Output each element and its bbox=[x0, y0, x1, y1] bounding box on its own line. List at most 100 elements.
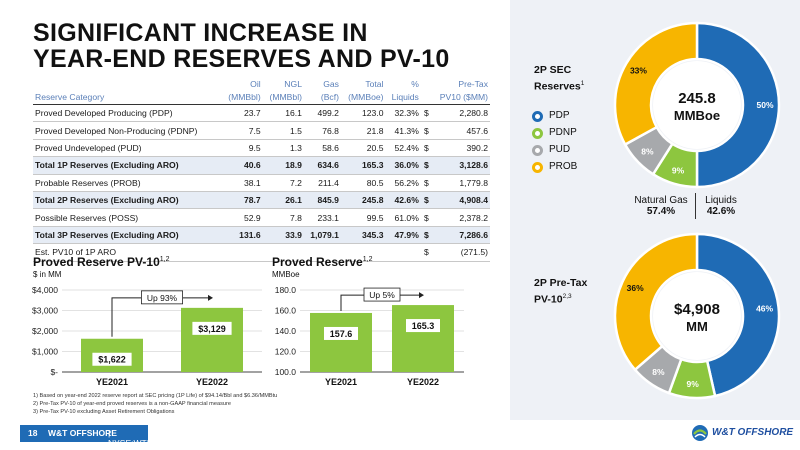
donut-center-value: 245.8 bbox=[678, 90, 716, 107]
table-cell: 390.2 bbox=[430, 139, 490, 158]
slice-percent-label: 8% bbox=[641, 147, 654, 157]
row-label: Total 3P Reserves (Excluding ARO) bbox=[33, 226, 222, 245]
table-cell: 32.3% bbox=[385, 104, 421, 123]
callout-label: Up 5% bbox=[369, 290, 395, 300]
table-cell: 61.0% bbox=[385, 208, 421, 227]
pretax-pv10-label: 2P Pre-Tax PV-102,3 bbox=[534, 277, 587, 307]
table-row: Est. PV10 of 1P ARO $ (271.5) bbox=[33, 243, 490, 262]
row-label: Proved Undeveloped (PUD) bbox=[33, 139, 222, 158]
table-cell: 38.1 bbox=[221, 174, 263, 192]
table-header: Gas bbox=[323, 79, 339, 89]
liquids-value: 42.6% bbox=[706, 206, 736, 217]
table-header: Liquids bbox=[385, 90, 421, 105]
table-header: (MMBbl) bbox=[262, 90, 304, 105]
pretax-pv10-label-line-2: PV-10 bbox=[534, 293, 563, 306]
table-row: Proved Undeveloped (PUD) 9.5 1.3 58.6 20.5 52… bbox=[33, 139, 490, 158]
donut-center bbox=[653, 61, 741, 149]
table-cell: 3,128.6 bbox=[430, 156, 490, 175]
footer-ticker: | NYSE:WTI bbox=[108, 428, 150, 448]
table-cell: 23.7 bbox=[221, 104, 263, 123]
callout-box bbox=[363, 287, 401, 302]
table-cell: 9.5 bbox=[221, 139, 263, 158]
legend-dot-pud bbox=[532, 145, 543, 156]
pretax-pv10-label-sup: 2,3 bbox=[562, 293, 572, 300]
legend-label-pdp: PDP bbox=[549, 110, 570, 121]
table-cell: 1,079.1 bbox=[303, 226, 341, 245]
slice-percent-label: 36% bbox=[627, 283, 644, 293]
table-cell: 76.8 bbox=[303, 121, 341, 140]
table-header: NGL bbox=[284, 79, 302, 89]
table-cell: 47.9% bbox=[385, 226, 421, 245]
table-header: Pre-Tax bbox=[458, 79, 488, 89]
table-row: Possible Reserves (POSS) 52.9 7.8 233.1 99.5… bbox=[33, 208, 490, 227]
table-cell: $ bbox=[420, 121, 431, 140]
slice-percent-label: 33% bbox=[630, 65, 647, 75]
table-cell: 7.5 bbox=[221, 121, 263, 140]
table-cell: 56.2% bbox=[385, 174, 421, 192]
table-header-row-2: Reserve Category (MMBbl) (MMBbl) (Bcf) (… bbox=[33, 90, 490, 105]
table-cell: 123.0 bbox=[340, 104, 386, 123]
legend-label-prob: PROB bbox=[549, 161, 578, 172]
table-cell: 20.5 bbox=[340, 139, 386, 158]
sec-reserves-label-sup: 1 bbox=[580, 80, 585, 87]
footnote-2: 2) Pre-Tax PV-10 of year-end proved rese… bbox=[33, 401, 231, 407]
bar-value-label: $1,622 bbox=[98, 355, 126, 365]
donut-center bbox=[653, 272, 741, 360]
company-logo-icon bbox=[692, 425, 708, 441]
footer-company: W&T OFFSHORE bbox=[48, 428, 117, 438]
x-category-label: YE2022 bbox=[407, 377, 439, 387]
row-label: Proved Developed Producing (PDP) bbox=[33, 104, 222, 123]
donut-slice bbox=[613, 21, 699, 147]
table-cell: 1.5 bbox=[262, 121, 304, 140]
split-divider bbox=[695, 193, 697, 219]
table-header: PV10 ($MM) bbox=[430, 90, 490, 105]
bar-value-box bbox=[192, 321, 232, 335]
title-line-1: SIGNIFICANT INCREASE IN bbox=[33, 19, 368, 47]
table-cell bbox=[262, 243, 304, 262]
table-cell: 845.9 bbox=[303, 191, 341, 210]
natural-gas-split: Natural Gas 57.4% bbox=[630, 195, 692, 217]
row-label: Probable Reserves (PROB) bbox=[33, 174, 222, 192]
bar bbox=[181, 307, 243, 372]
company-logo-text: W&T OFFSHORE bbox=[712, 427, 794, 438]
y-tick-label: $2,000 bbox=[32, 326, 58, 336]
table-cell: 211.4 bbox=[303, 174, 341, 192]
table-cell: $ bbox=[420, 174, 431, 192]
slice-percent-label: 9% bbox=[672, 165, 685, 175]
x-category-label: YE2021 bbox=[96, 377, 128, 387]
table-header: (MMBbl) bbox=[221, 90, 263, 105]
row-label: Total 2P Reserves (Excluding ARO) bbox=[33, 191, 222, 210]
table-cell: 52.4% bbox=[385, 139, 421, 158]
row-label: Est. PV10 of 1P ARO bbox=[33, 243, 222, 262]
table-cell: 7.8 bbox=[262, 208, 304, 227]
table-header: Oil bbox=[250, 79, 261, 89]
table-cell: 58.6 bbox=[303, 139, 341, 158]
row-label: Total 1P Reserves (Excluding ARO) bbox=[33, 156, 222, 175]
natural-gas-value: 57.4% bbox=[646, 206, 676, 217]
table-row: Proved Developed Non-Producing (PDNP) 7.5… bbox=[33, 121, 490, 140]
bar-value-label: 165.3 bbox=[412, 321, 435, 331]
slice-percent-label: 50% bbox=[756, 100, 773, 110]
table-cell: 42.6% bbox=[385, 191, 421, 210]
table-header: Reserve Category bbox=[33, 90, 222, 105]
table-header: Total bbox=[365, 79, 384, 89]
y-tick-label: 140.0 bbox=[275, 326, 297, 336]
legend-label-pud: PUD bbox=[549, 144, 571, 155]
callout-box bbox=[141, 290, 184, 305]
sec-reserves-label: 2P SEC Reserves1 bbox=[534, 64, 584, 94]
table-cell: $ bbox=[420, 226, 431, 245]
table-cell bbox=[221, 243, 263, 262]
table-cell: 233.1 bbox=[303, 208, 341, 227]
y-tick-label: $4,000 bbox=[32, 285, 58, 295]
table-cell: $ bbox=[420, 104, 431, 123]
page-number: 18 bbox=[28, 428, 38, 438]
slice-percent-label: 46% bbox=[756, 303, 773, 313]
bar-value-box bbox=[324, 326, 358, 340]
table-cell: 1,779.8 bbox=[430, 174, 490, 192]
table-cell: 345.3 bbox=[340, 226, 386, 245]
table-cell: 165.3 bbox=[340, 156, 386, 175]
pv10-chart-title-text: Proved Reserve PV-10 bbox=[33, 255, 160, 269]
y-tick-label: $1,000 bbox=[32, 347, 58, 357]
table-cell: 52.9 bbox=[221, 208, 263, 227]
